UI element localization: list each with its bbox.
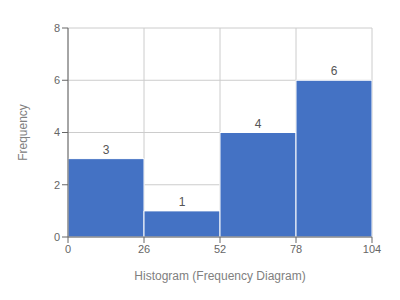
svg-text:4: 4: [54, 126, 60, 138]
svg-text:6: 6: [331, 64, 338, 78]
svg-text:0: 0: [54, 231, 60, 243]
svg-text:0: 0: [65, 243, 71, 255]
svg-text:3: 3: [103, 143, 110, 157]
svg-text:2: 2: [54, 179, 60, 191]
svg-text:Frequency: Frequency: [16, 104, 30, 161]
svg-text:6: 6: [54, 74, 60, 86]
svg-text:1: 1: [179, 195, 186, 209]
svg-text:26: 26: [138, 243, 150, 255]
svg-text:78: 78: [290, 243, 302, 255]
svg-text:8: 8: [54, 22, 60, 34]
svg-text:Histogram (Frequency Diagram): Histogram (Frequency Diagram): [134, 269, 305, 283]
svg-text:52: 52: [214, 243, 226, 255]
svg-text:4: 4: [255, 117, 262, 131]
svg-text:104: 104: [363, 243, 381, 255]
